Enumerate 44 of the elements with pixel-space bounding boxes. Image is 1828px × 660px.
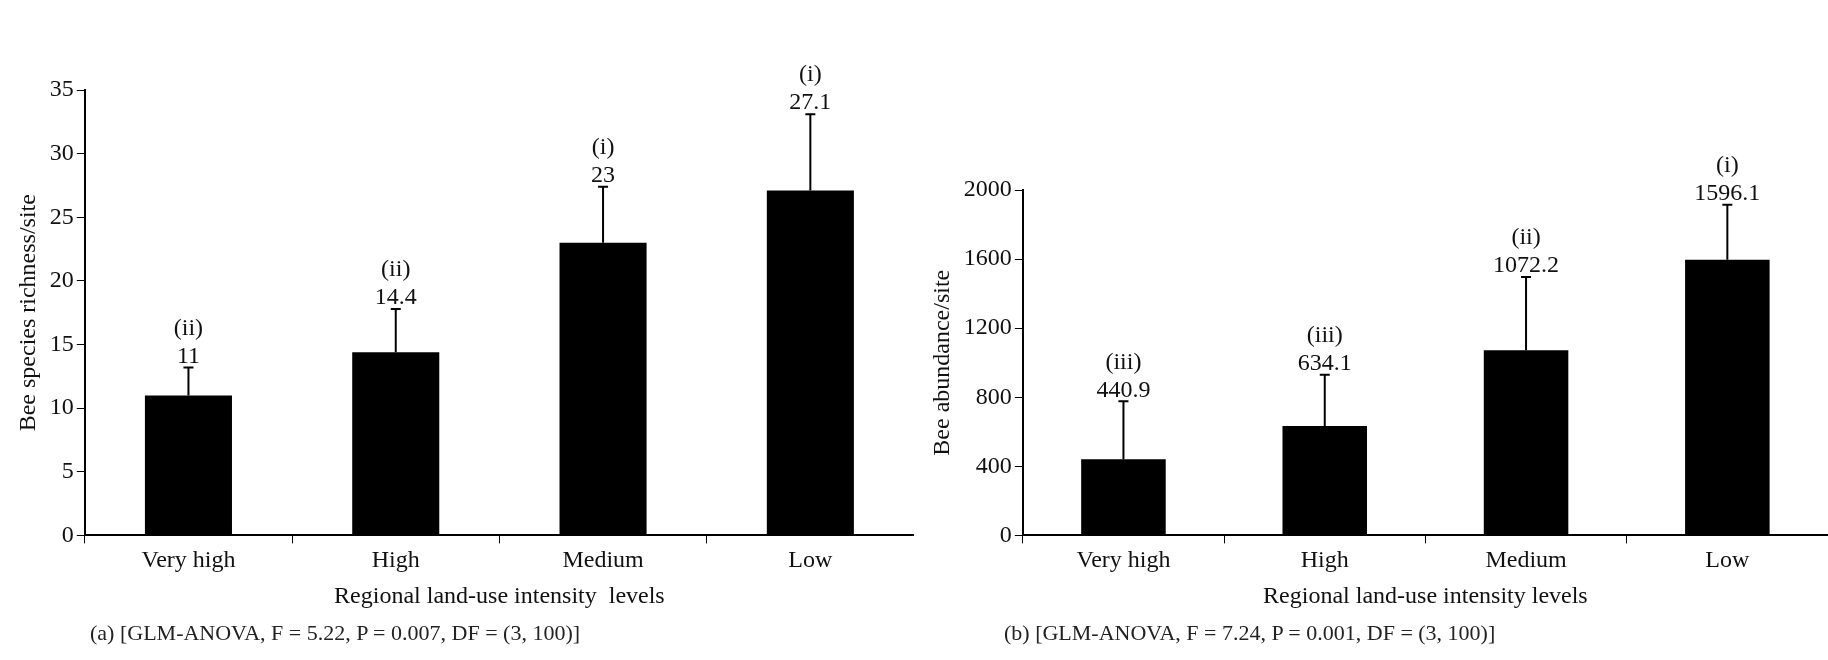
x-tick-label: Low: [788, 546, 834, 573]
y-tick-label: 1200: [963, 313, 1012, 340]
x-tick-label: High: [1300, 546, 1349, 573]
y-axis-title: Bee abundance/site: [927, 269, 954, 456]
y-tick-label: 10: [49, 393, 74, 420]
y-tick-label: 0: [999, 520, 1012, 547]
annotation: (ii): [381, 255, 411, 282]
x-tick-label: Medium: [1485, 546, 1568, 573]
data-label: 11: [176, 341, 200, 368]
x-tick-label: Low: [1705, 546, 1751, 573]
y-tick-label: 800: [975, 382, 1012, 409]
x-axis-title: Regional land-use intensity levels: [334, 581, 665, 608]
y-tick-label: 0: [61, 520, 74, 547]
annotation: (iii): [1105, 347, 1142, 374]
data-label: 1596.1: [1694, 178, 1761, 205]
text: (i): [799, 60, 822, 87]
x-tick-label: Very high: [141, 546, 236, 573]
data-label: 27.1: [789, 88, 832, 115]
text: (b) [GLM-ANOVA, F = 7.24, P = 0.001, DF = (3, 100)]: [1004, 620, 1496, 646]
y-tick-label: 400: [975, 451, 1012, 478]
y-axis-title: Bee species richness/site: [13, 194, 40, 432]
text: (i): [1716, 150, 1739, 177]
y-tick-label: 35: [49, 75, 74, 102]
text: (a) [GLM-ANOVA, F = 5.22, P = 0.007, DF = (3, 100)]: [90, 620, 581, 646]
y-tick-label: 5: [61, 457, 74, 484]
x-tick-label: Very high: [1076, 546, 1171, 573]
y-tick-label: 20: [49, 266, 74, 293]
y-tick-label: 1600: [963, 244, 1012, 271]
data-label: 23: [591, 161, 616, 188]
annotation: (i): [591, 133, 615, 160]
x-axis-title: Regional land-use intensity levels: [1263, 581, 1588, 608]
y-tick-label: 25: [49, 202, 74, 229]
x-tick-label: High: [371, 546, 420, 573]
data-label: 440.9: [1096, 375, 1151, 402]
y-tick-label: 30: [49, 138, 74, 165]
y-tick-label: 15: [49, 329, 74, 356]
x-tick-label: Medium: [562, 546, 645, 573]
annotation: (ii): [1511, 223, 1541, 250]
annotation: (iii): [1306, 321, 1343, 348]
data-label: 14.4: [374, 283, 417, 310]
data-label: 634.1: [1297, 349, 1352, 376]
annotation: (ii): [173, 313, 204, 340]
data-label: 1072.2: [1493, 251, 1560, 278]
y-tick-label: 2000: [963, 175, 1012, 202]
